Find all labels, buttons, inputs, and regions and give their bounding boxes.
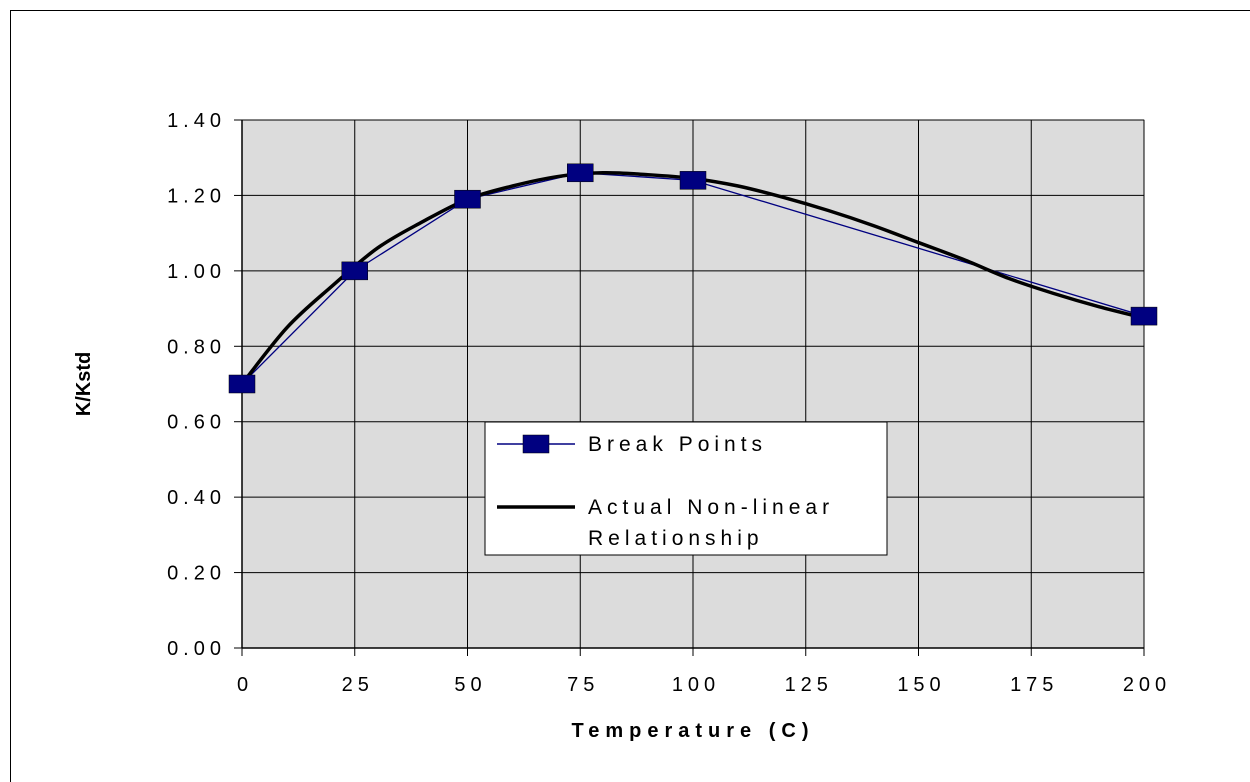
y-tick-label: 0.60	[167, 412, 226, 434]
legend-label-break-points: Break Points	[588, 433, 767, 456]
legend-marker-break-points	[522, 434, 550, 454]
y-tick-label: 1.00	[167, 261, 226, 283]
grid	[241, 119, 1145, 649]
series-break-points-marker	[567, 163, 594, 183]
series-layer	[228, 163, 1158, 394]
series-break-points-marker	[228, 374, 256, 394]
legend: Break Points Actual Non-linear Relationsh…	[484, 421, 888, 556]
chart-frame	[10, 10, 1250, 782]
x-tick-label: 200	[1123, 674, 1171, 696]
series-break-points-marker	[1130, 306, 1158, 326]
x-axis-title: Temperature (C)	[572, 720, 815, 742]
legend-label-actual-line2: Relationship	[588, 527, 764, 550]
y-tick-label: 1.40	[167, 110, 226, 132]
x-tick-label: 25	[342, 674, 374, 696]
y-axis-ticks: 0.00 0.20 0.40 0.60 0.80 1.00 1.20 1.40	[167, 110, 242, 660]
y-tick-label: 0.20	[167, 563, 226, 585]
y-tick-label: 0.00	[167, 638, 226, 660]
x-axis-ticks: 0 25 50 75 100 125 150 175 200	[237, 648, 1171, 696]
y-tick-label: 0.40	[167, 487, 226, 509]
x-tick-label: 0	[237, 674, 253, 696]
y-tick-label: 0.80	[167, 336, 226, 358]
series-break-points-marker	[341, 261, 368, 281]
series-break-points-line	[241, 172, 1145, 385]
x-tick-label: 175	[1010, 674, 1058, 696]
x-tick-label: 125	[785, 674, 833, 696]
x-tick-label: 50	[454, 674, 486, 696]
legend-label-actual-line1: Actual Non-linear	[588, 496, 834, 519]
legend-label-actual: Actual Non-linear Relationship	[588, 496, 834, 550]
y-axis-title: K/Kstd	[73, 352, 95, 416]
series-break-points-marker	[454, 189, 481, 209]
y-tick-label: 1.20	[167, 185, 226, 207]
x-tick-label: 100	[672, 674, 720, 696]
series-break-points-marker	[679, 171, 707, 190]
x-tick-label: 150	[897, 674, 945, 696]
x-tick-label: 75	[567, 674, 599, 696]
